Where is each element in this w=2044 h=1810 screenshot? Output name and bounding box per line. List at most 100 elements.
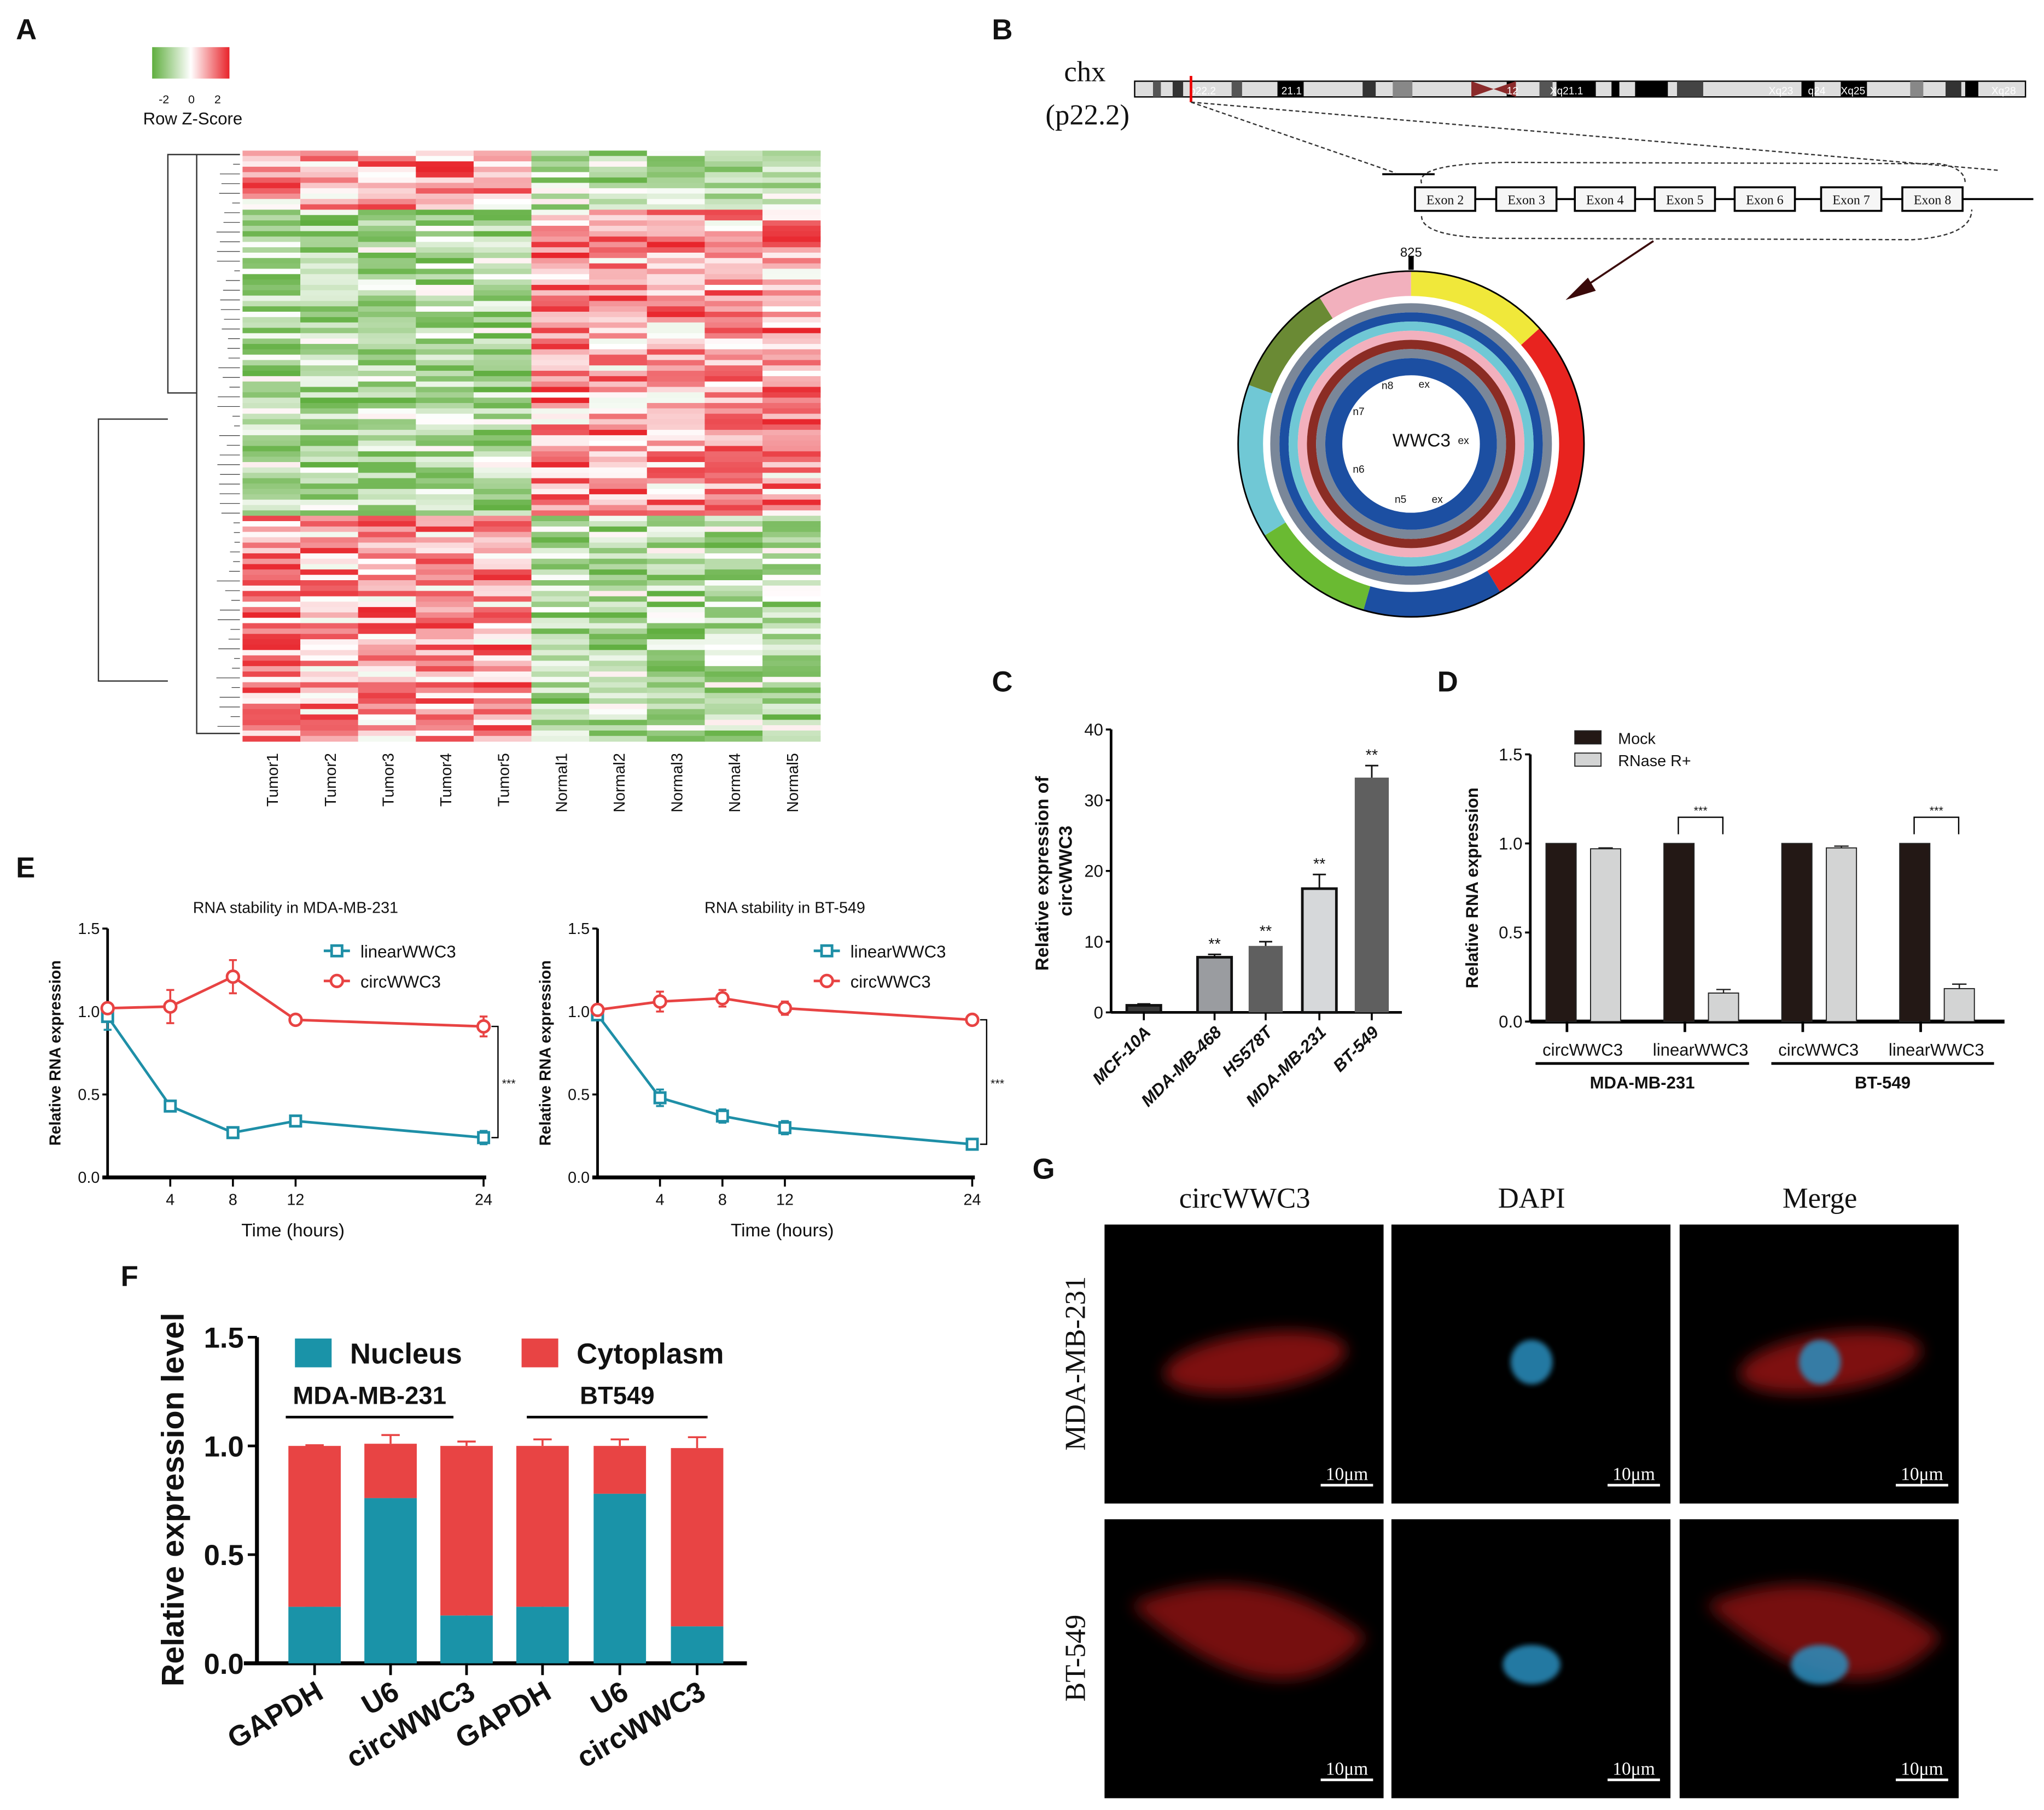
heatmap-cell — [704, 258, 763, 264]
heatmap-cell — [531, 365, 590, 371]
heatmap-cell — [531, 258, 590, 264]
heatmap-cell — [358, 284, 417, 291]
bar-segment — [516, 1607, 569, 1663]
heatmap-cell — [704, 703, 763, 710]
heatmap-cell — [704, 478, 763, 484]
heatmap-cell — [704, 193, 763, 200]
heatmap-cell — [358, 204, 417, 211]
heatmap-cell — [473, 467, 532, 474]
heatmap-cell — [358, 478, 417, 484]
heatmap-cell — [416, 714, 474, 721]
heatmap-cell — [358, 150, 417, 156]
heatmap-cell — [242, 569, 301, 575]
heatmap-cell — [531, 349, 590, 355]
heatmap-cell — [416, 284, 474, 291]
heatmap-cell — [473, 602, 532, 608]
exon-box — [1733, 186, 1796, 212]
heatmap-cell — [358, 526, 417, 533]
bar — [1125, 1004, 1162, 1014]
heatmap-cell — [704, 430, 763, 436]
heatmap-cell — [416, 274, 474, 280]
heatmap-cell — [589, 413, 648, 420]
heatmap-cell — [416, 676, 474, 683]
heatmap-cell — [647, 274, 706, 280]
heatmap-cell — [531, 553, 590, 559]
y-axis-label: Relative RNA expression — [1463, 787, 1482, 988]
heatmap-cell — [531, 317, 590, 323]
heatmap-cell — [416, 220, 474, 226]
heatmap-cell — [358, 349, 417, 355]
heatmap-cell — [416, 537, 474, 543]
heatmap-cell — [416, 328, 474, 334]
heatmap-cell — [704, 730, 763, 737]
heatmap-cell — [704, 413, 763, 420]
heatmap-cell — [300, 381, 359, 388]
heatmap-cell — [358, 639, 417, 645]
heatmap-cell — [416, 499, 474, 506]
heatmap-cell — [589, 430, 648, 436]
heatmap-cell — [300, 161, 359, 167]
heatmap-cell — [242, 398, 301, 404]
exon-segment — [1363, 570, 1500, 617]
heatmap-cell — [300, 220, 359, 226]
heatmap-cell — [242, 354, 301, 361]
y-axis-label: Relative expression of circWWC3 — [1032, 771, 1076, 971]
heatmap-cell — [473, 569, 532, 575]
heatmap-cell — [704, 381, 763, 388]
heatmap-cell — [473, 413, 532, 420]
heatmap-cell — [704, 183, 763, 189]
heatmap-cell — [300, 328, 359, 334]
inner-exon-label: ex — [1432, 494, 1443, 506]
heatmap-cell — [647, 268, 706, 275]
heatmap-cell — [762, 650, 821, 656]
heatmap-cell — [704, 215, 763, 221]
data-point — [225, 969, 241, 984]
heatmap-cell — [704, 634, 763, 640]
heatmap-cell — [589, 215, 648, 221]
heatmap-cell — [589, 521, 648, 527]
data-point — [965, 1012, 980, 1027]
heatmap-cell — [531, 198, 590, 205]
heatmap-cell — [647, 183, 706, 189]
junction-ring — [1325, 358, 1497, 530]
heatmap-cell — [242, 698, 301, 704]
heatmap-cell — [416, 735, 474, 742]
heatmap-cell — [416, 585, 474, 592]
colorbar-tick: 2 — [214, 92, 221, 106]
heatmap-cell — [416, 338, 474, 345]
heatmap-cell — [300, 424, 359, 430]
bar — [1943, 988, 1975, 1023]
heatmap-cell — [762, 489, 821, 495]
heatmap-cell — [358, 333, 417, 339]
data-point — [778, 1121, 791, 1135]
heatmap-cell — [300, 306, 359, 312]
bar-segment — [440, 1446, 493, 1616]
heatmap-cell — [762, 424, 821, 430]
heatmap-cell — [242, 585, 301, 592]
heatmap-cell — [647, 231, 706, 237]
exon-segment — [1319, 271, 1411, 319]
exon-label: Exon 4 — [1586, 194, 1624, 208]
x-tick-label: circWWC3 — [1778, 1040, 1859, 1059]
x-tick-label: linearWWC3 — [1889, 1040, 1984, 1059]
heatmap-cell — [762, 242, 821, 248]
inner-exon-label: n6 — [1353, 464, 1364, 476]
y-tick-label: 0.5 — [78, 1087, 100, 1104]
heatmap-cell — [242, 301, 301, 307]
heatmap-cell — [704, 263, 763, 270]
heatmap-cell — [589, 317, 648, 323]
heatmap-cell — [300, 338, 359, 345]
heatmap-cell — [531, 398, 590, 404]
heatmap-cell — [416, 231, 474, 237]
heatmap-cell — [242, 268, 301, 275]
colorbar-tick: 0 — [188, 92, 195, 106]
heatmap-cell — [704, 301, 763, 307]
heatmap-cell — [358, 258, 417, 264]
heatmap-cell — [531, 671, 590, 678]
heatmap-cell — [704, 161, 763, 167]
heatmap-cell — [242, 451, 301, 457]
heatmap-cell — [473, 215, 532, 221]
arrow-head — [1565, 277, 1596, 300]
heatmap-cell — [531, 290, 590, 296]
heatmap-cell — [473, 457, 532, 463]
